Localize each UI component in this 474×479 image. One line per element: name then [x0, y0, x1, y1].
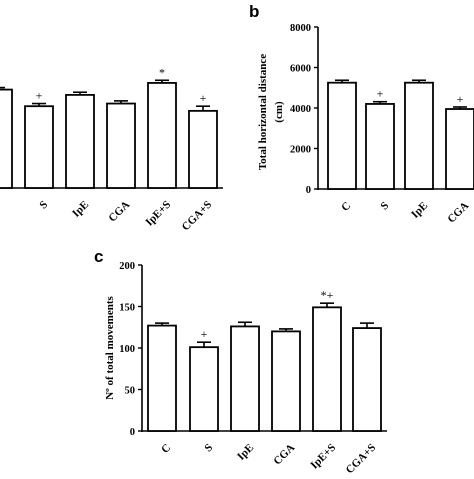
- x-tick-label: IpE+S: [143, 199, 173, 229]
- y-tick-label: 2000: [290, 145, 311, 156]
- bar-IpE: [65, 94, 95, 189]
- chart-panel-a: + S IpE CGA * IpE+S + CGA+S: [0, 65, 223, 233]
- chart-panel-c: c 0 50 100 150 200 C + S IpE CGA *+ IpE+S CGA+S Nº of …: [94, 247, 387, 476]
- y-tick-label: 50: [125, 386, 136, 397]
- significance-mark: +: [200, 91, 207, 105]
- x-tick-label: CGA: [445, 200, 471, 226]
- y-tick-label: 8000: [290, 23, 311, 34]
- x-tick-label: CGA+S: [180, 199, 215, 234]
- bar-IpE: [230, 325, 260, 432]
- y-tick-label: 200: [119, 261, 135, 272]
- y-tick-label: 100: [119, 344, 135, 355]
- x-tick-label: C: [339, 200, 353, 214]
- x-tick-label: CGA: [106, 199, 132, 225]
- bar-CGA: [106, 102, 136, 189]
- x-tick-label: IpE: [70, 199, 91, 220]
- y-axis-title: Total horizontal distance: [257, 54, 269, 170]
- bar-S: [365, 103, 395, 190]
- bar-C: [0, 88, 13, 189]
- bar-CGA+S: [352, 327, 382, 432]
- bar-CGA: [271, 330, 301, 432]
- significance-mark: +: [201, 327, 208, 341]
- panel-letter-b: b: [249, 2, 259, 21]
- x-tick-label: S: [37, 199, 50, 212]
- x-tick-label: IpE+S: [308, 442, 338, 472]
- bar-S: [24, 105, 54, 189]
- x-tick-label: S: [202, 442, 215, 455]
- significance-mark: +: [377, 87, 384, 101]
- bar-IpE: [404, 81, 434, 190]
- significance-mark: *: [159, 65, 165, 79]
- y-tick-label: 6000: [290, 64, 311, 75]
- y-tick-label: 0: [306, 185, 311, 196]
- x-tick-label: IpE: [235, 442, 256, 463]
- bar-S: [189, 346, 219, 432]
- chart-panel-b: b 0 2000 4000 6000 8000 C + S IpE + CGA Total horizo…: [249, 2, 474, 226]
- bar-C: [327, 81, 357, 190]
- x-tick-label: CGA: [271, 442, 297, 468]
- panel-letter-c: c: [94, 247, 103, 266]
- y-tick-label: 0: [130, 427, 135, 438]
- y-axis-unit: (cm): [273, 101, 285, 123]
- x-tick-label: IpE: [409, 200, 430, 221]
- bar-IpE+S: [312, 306, 342, 432]
- x-tick-label: CGA+S: [344, 442, 379, 474]
- y-tick-label: 150: [119, 303, 135, 314]
- x-tick-label: C: [159, 442, 173, 456]
- bar-C: [147, 324, 177, 432]
- significance-mark: +: [457, 92, 464, 106]
- bar-CGA+S: [188, 109, 218, 189]
- x-tick-label: S: [378, 200, 391, 213]
- significance-mark: *+: [321, 288, 334, 302]
- bar-IpE+S: [147, 82, 177, 189]
- y-axis-title: Nº of total movements: [104, 296, 116, 400]
- bar-CGA: [445, 108, 474, 190]
- y-tick-label: 4000: [290, 104, 311, 115]
- significance-mark: +: [36, 89, 43, 103]
